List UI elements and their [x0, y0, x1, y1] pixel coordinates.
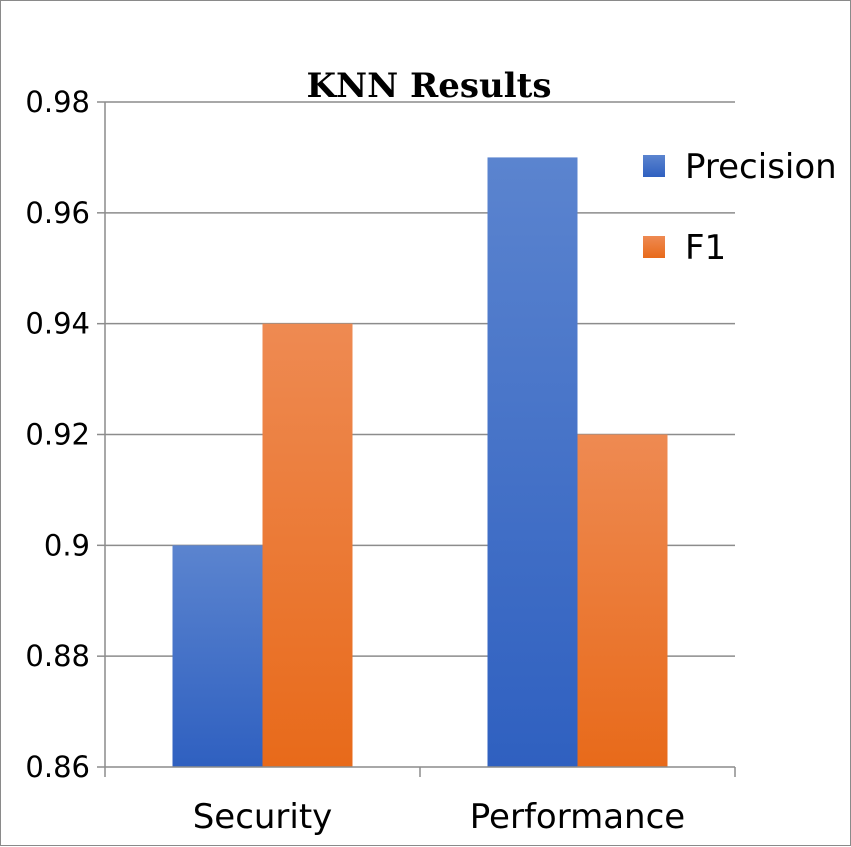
legend-swatch-precision [643, 155, 665, 177]
bar-precision-security [172, 545, 263, 767]
x-category-label: Performance [470, 797, 685, 837]
legend-swatch-f1 [643, 236, 665, 258]
y-tick-label: 0.94 [25, 307, 90, 341]
axes: 0.98 0.96 0.94 0.92 0.9 0.88 0.86 Security Perfo… [25, 85, 736, 837]
y-tick-label: 0.96 [25, 196, 90, 230]
y-tick-label: 0.92 [25, 418, 90, 452]
x-category-label: Security [193, 797, 333, 837]
y-tick-label: 0.9 [44, 528, 90, 562]
y-tick-label: 0.98 [25, 85, 90, 119]
bar-precision-performance [487, 157, 578, 767]
bars [172, 157, 668, 767]
legend: Precision F1 [643, 147, 837, 268]
legend-label-f1: F1 [685, 228, 726, 268]
chart-title: KNN Results [306, 66, 551, 106]
bar-f1-security [262, 323, 353, 767]
bar-f1-performance [577, 434, 668, 767]
y-tick-label: 0.88 [25, 639, 90, 673]
y-tick-label: 0.86 [25, 750, 90, 784]
legend-label-precision: Precision [685, 147, 837, 187]
